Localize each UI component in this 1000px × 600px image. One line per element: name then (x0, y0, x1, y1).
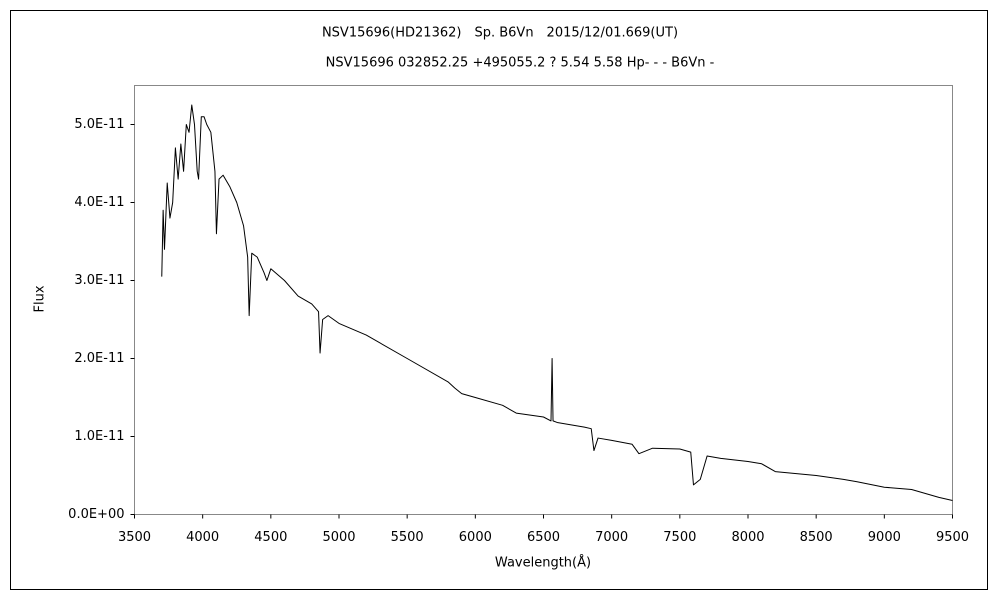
y-tick-label: 4.0E-11 (74, 195, 124, 210)
x-tick-label: 8500 (800, 530, 833, 545)
x-tick-label: 6000 (459, 530, 492, 545)
x-tick-label: 5500 (391, 530, 424, 545)
x-tick-label: 5000 (322, 530, 355, 545)
x-tick-label: 8000 (731, 530, 764, 545)
outer-frame (10, 10, 988, 590)
x-tick-label: 6500 (527, 530, 560, 545)
y-axis-label: Flux (33, 285, 48, 312)
chart-subtitle: NSV15696 032852.25 +495055.2 ? 5.54 5.58… (326, 56, 715, 71)
spectrum-line (161, 104, 953, 501)
y-tick-label: 3.0E-11 (74, 273, 124, 288)
x-tick-label: 9000 (868, 530, 901, 545)
x-tick-label: 7000 (595, 530, 628, 545)
y-tick-label: 1.0E-11 (74, 429, 124, 444)
x-tick-label: 3500 (118, 530, 151, 545)
y-tick-label: 0.0E+00 (68, 507, 124, 522)
x-tick-label: 9500 (936, 530, 969, 545)
chart-title: NSV15696(HD21362) Sp. B6Vn 2015/12/01.66… (322, 26, 678, 41)
x-tick-label: 4500 (254, 530, 287, 545)
x-axis-label: Wavelength(Å) (495, 555, 591, 571)
y-tick-label: 5.0E-11 (74, 117, 124, 132)
x-tick-label: 7500 (663, 530, 696, 545)
y-tick-label: 2.0E-11 (74, 351, 124, 366)
x-tick-label: 4000 (186, 530, 219, 545)
